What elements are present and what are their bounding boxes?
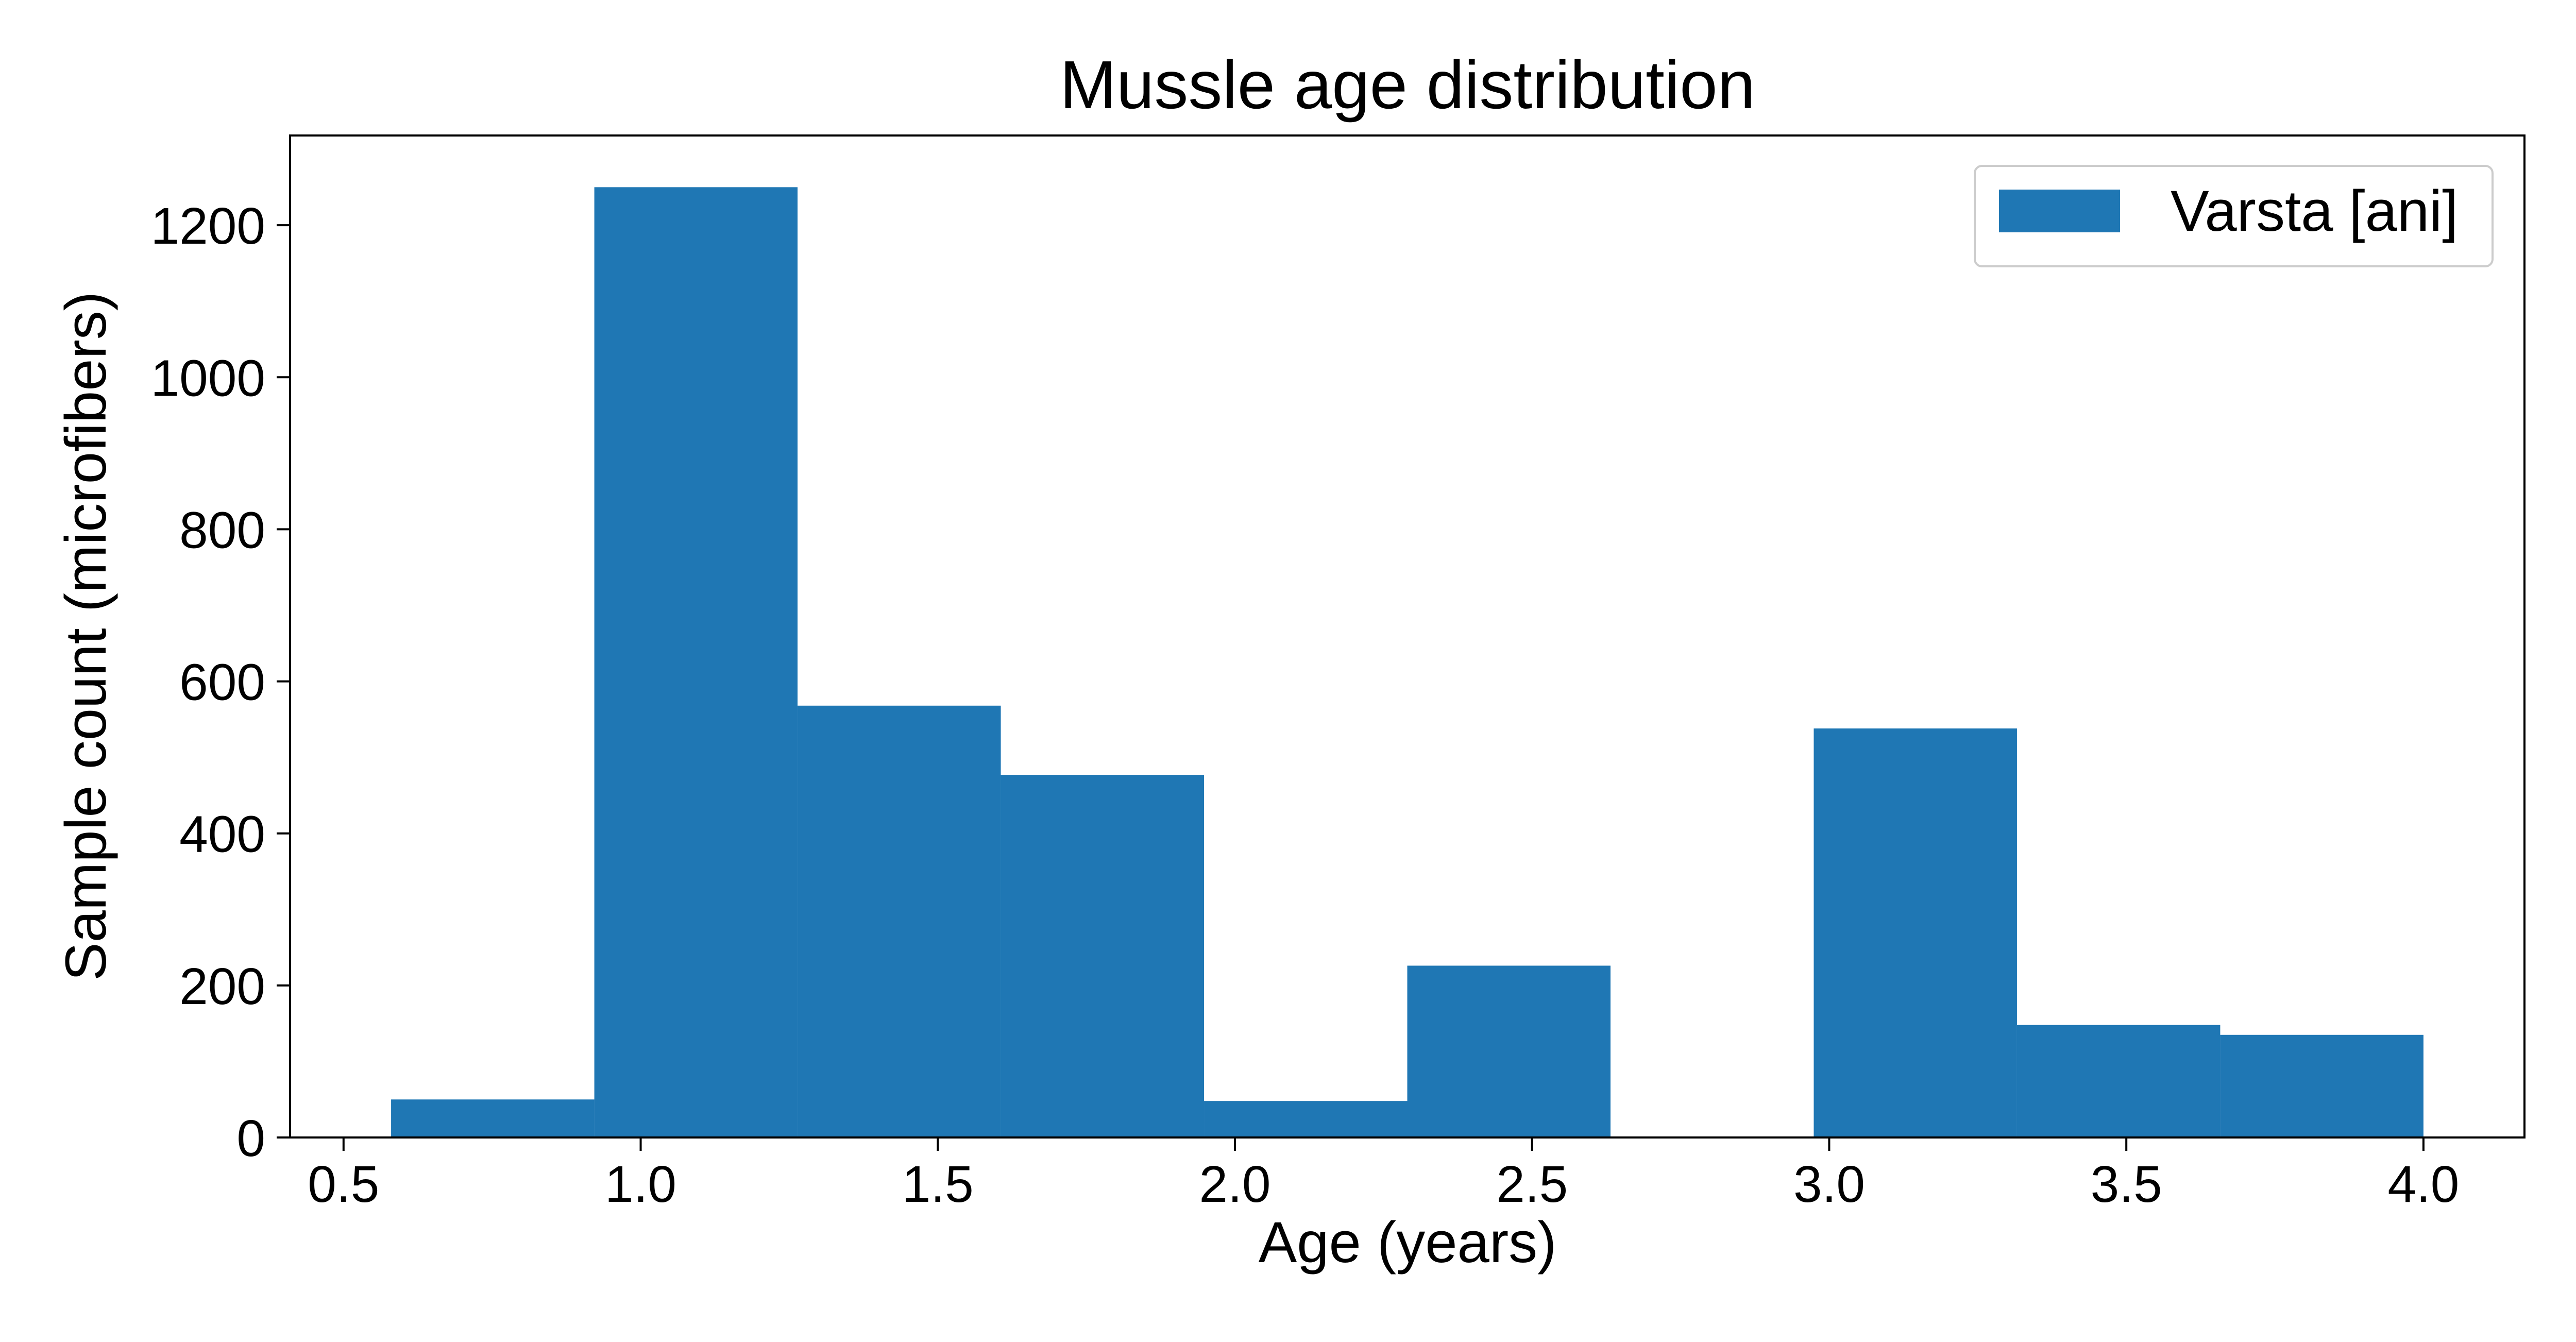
x-axis-ticks: 0.5 1.0 1.5 2.0 2.5 3.0 3.5 4.0 [308,1137,2459,1213]
legend-label: Varsta [ani] [2171,179,2458,243]
x-tick-label: 2.5 [1496,1156,1568,1213]
histogram-bar [798,705,1001,1137]
y-axis-ticks: 0 200 400 600 800 1000 1200 [151,197,290,1167]
y-axis-label: Sample count (microfibers) [54,292,118,981]
legend: Varsta [ani] [1974,165,2494,267]
bars-group [391,187,2424,1137]
y-tick-label: 800 [179,501,265,559]
histogram-bar [1407,965,1611,1137]
x-axis-label: Age (years) [1259,1210,1557,1275]
y-tick-label: 1000 [151,349,265,407]
y-tick-label: 1200 [151,197,265,255]
histogram-bar [594,187,798,1137]
y-tick-label: 600 [179,654,265,711]
histogram-bar [2220,1034,2424,1137]
x-tick-label: 1.0 [605,1156,676,1213]
histogram-bar [1204,1101,1408,1137]
y-tick-label: 200 [179,958,265,1015]
legend-swatch [1999,190,2120,232]
histogram-bar [391,1099,595,1137]
x-tick-label: 2.0 [1199,1156,1270,1213]
x-tick-label: 1.5 [902,1156,974,1213]
x-tick-label: 3.0 [1793,1156,1865,1213]
x-tick-label: 0.5 [308,1156,379,1213]
y-tick-label: 400 [179,806,265,863]
x-tick-label: 3.5 [2091,1156,2162,1213]
y-tick-label: 0 [236,1110,265,1167]
plot-frame [289,134,2526,1139]
x-tick-label: 4.0 [2387,1156,2459,1213]
histogram-bar [1001,775,1205,1137]
histogram-bar [1814,728,2017,1137]
histogram-bar [2016,1025,2221,1137]
chart-title: Mussle age distribution [1060,47,1755,123]
